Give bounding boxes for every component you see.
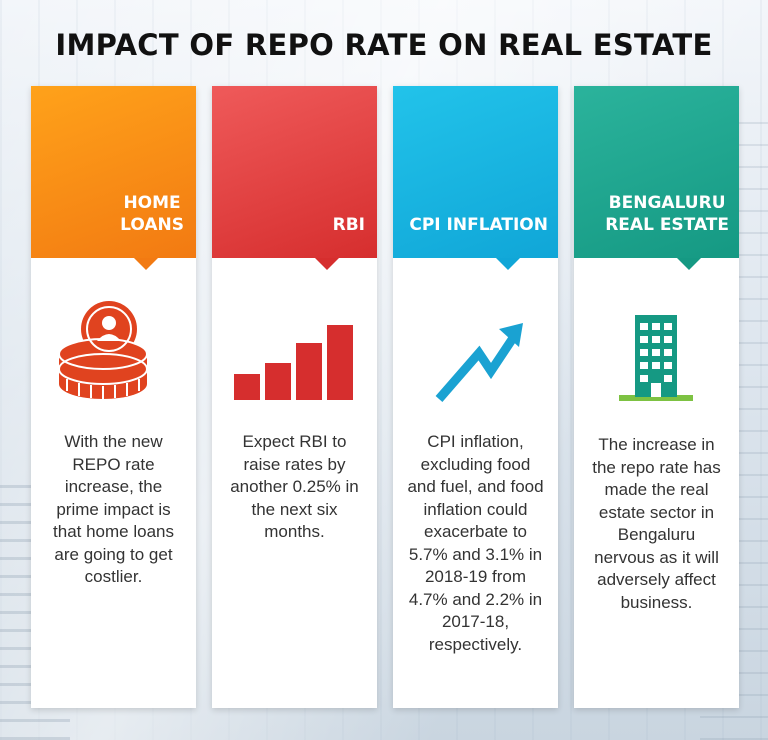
card-heading: CPI INFLATION	[409, 214, 548, 236]
card-heading-line2: LOANS	[120, 215, 184, 235]
trend-up-arrow-icon	[393, 301, 558, 416]
card-heading: RBI	[333, 214, 365, 236]
card-home-loans: HOME LOANS	[31, 86, 196, 708]
card-text: The increase in the repo rate has made t…	[592, 435, 721, 612]
card-text: With the new REPO rate increase, the pri…	[53, 432, 174, 586]
card-heading-line1: CPI INFLATION	[409, 215, 548, 235]
card-rbi: RBI Expect RBI to raise rates by another…	[212, 86, 377, 708]
card-bengaluru-real-estate: BENGALURU REAL ESTATE The increase in th…	[574, 86, 739, 708]
card-heading-line1: HOME	[123, 193, 181, 213]
card-header: CPI INFLATION	[393, 86, 558, 270]
card-heading: HOME LOANS	[120, 192, 184, 236]
card-heading-line1: BENGALURU	[608, 193, 726, 213]
card-text: Expect RBI to raise rates by another 0.2…	[230, 432, 359, 541]
card-text: CPI inflation, excluding food and fuel, …	[407, 432, 544, 654]
card-heading-line2: REAL ESTATE	[605, 215, 729, 235]
page-title: IMPACT OF REPO RATE ON REAL ESTATE	[55, 28, 713, 62]
card-heading-line1: RBI	[332, 215, 365, 235]
card-header: BENGALURU REAL ESTATE	[574, 86, 739, 270]
building-icon	[574, 301, 739, 416]
bar-chart-icon	[212, 301, 377, 416]
card-heading: BENGALURU REAL ESTATE	[605, 192, 729, 236]
coin-stack-icon	[31, 301, 196, 416]
card-header: RBI	[212, 86, 377, 270]
card-header: HOME LOANS	[31, 86, 196, 270]
card-cpi-inflation: CPI INFLATION CPI inflation, excluding f…	[393, 86, 558, 708]
